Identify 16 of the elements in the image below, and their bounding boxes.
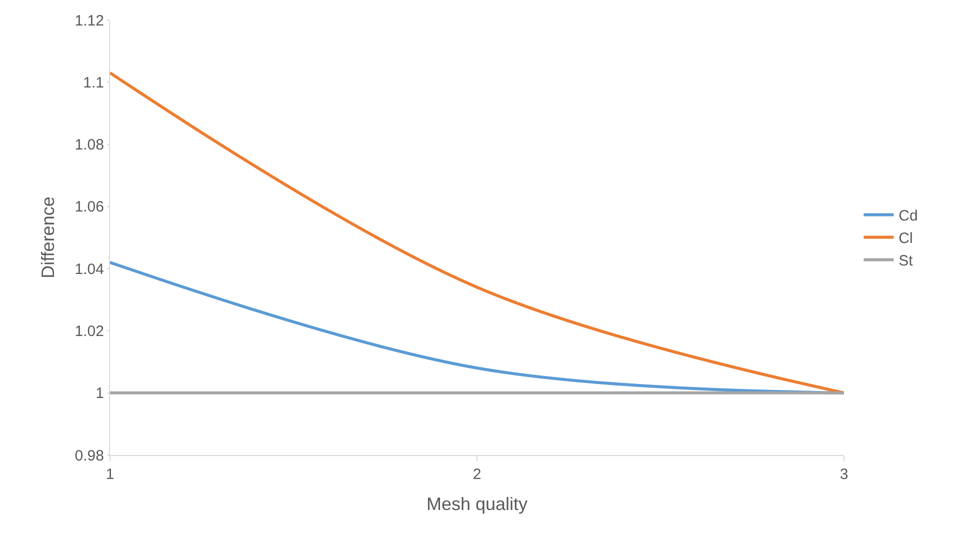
x-tick-label: 1 — [106, 466, 114, 483]
y-tick-label: 1.1 — [83, 74, 104, 92]
y-tick-label: 1 — [96, 385, 104, 402]
y-tick-label: 1.06 — [74, 198, 104, 216]
y-tick-label: 0.98 — [74, 447, 104, 464]
y-tick-label: 1.04 — [74, 260, 104, 278]
x-axis-title: Mesh quality — [426, 494, 528, 514]
legend-label: Cd — [898, 208, 918, 225]
y-tick-label: 1.12 — [74, 12, 104, 30]
y-tick-label: 1.02 — [74, 322, 104, 340]
legend-label: Cl — [898, 230, 913, 248]
x-tick-label: 2 — [472, 466, 482, 483]
y-tick-label: 1.08 — [74, 136, 104, 154]
legend-label: St — [898, 252, 914, 270]
x-tick-label: 3 — [840, 466, 848, 483]
y-axis-title: Difference — [38, 196, 58, 278]
